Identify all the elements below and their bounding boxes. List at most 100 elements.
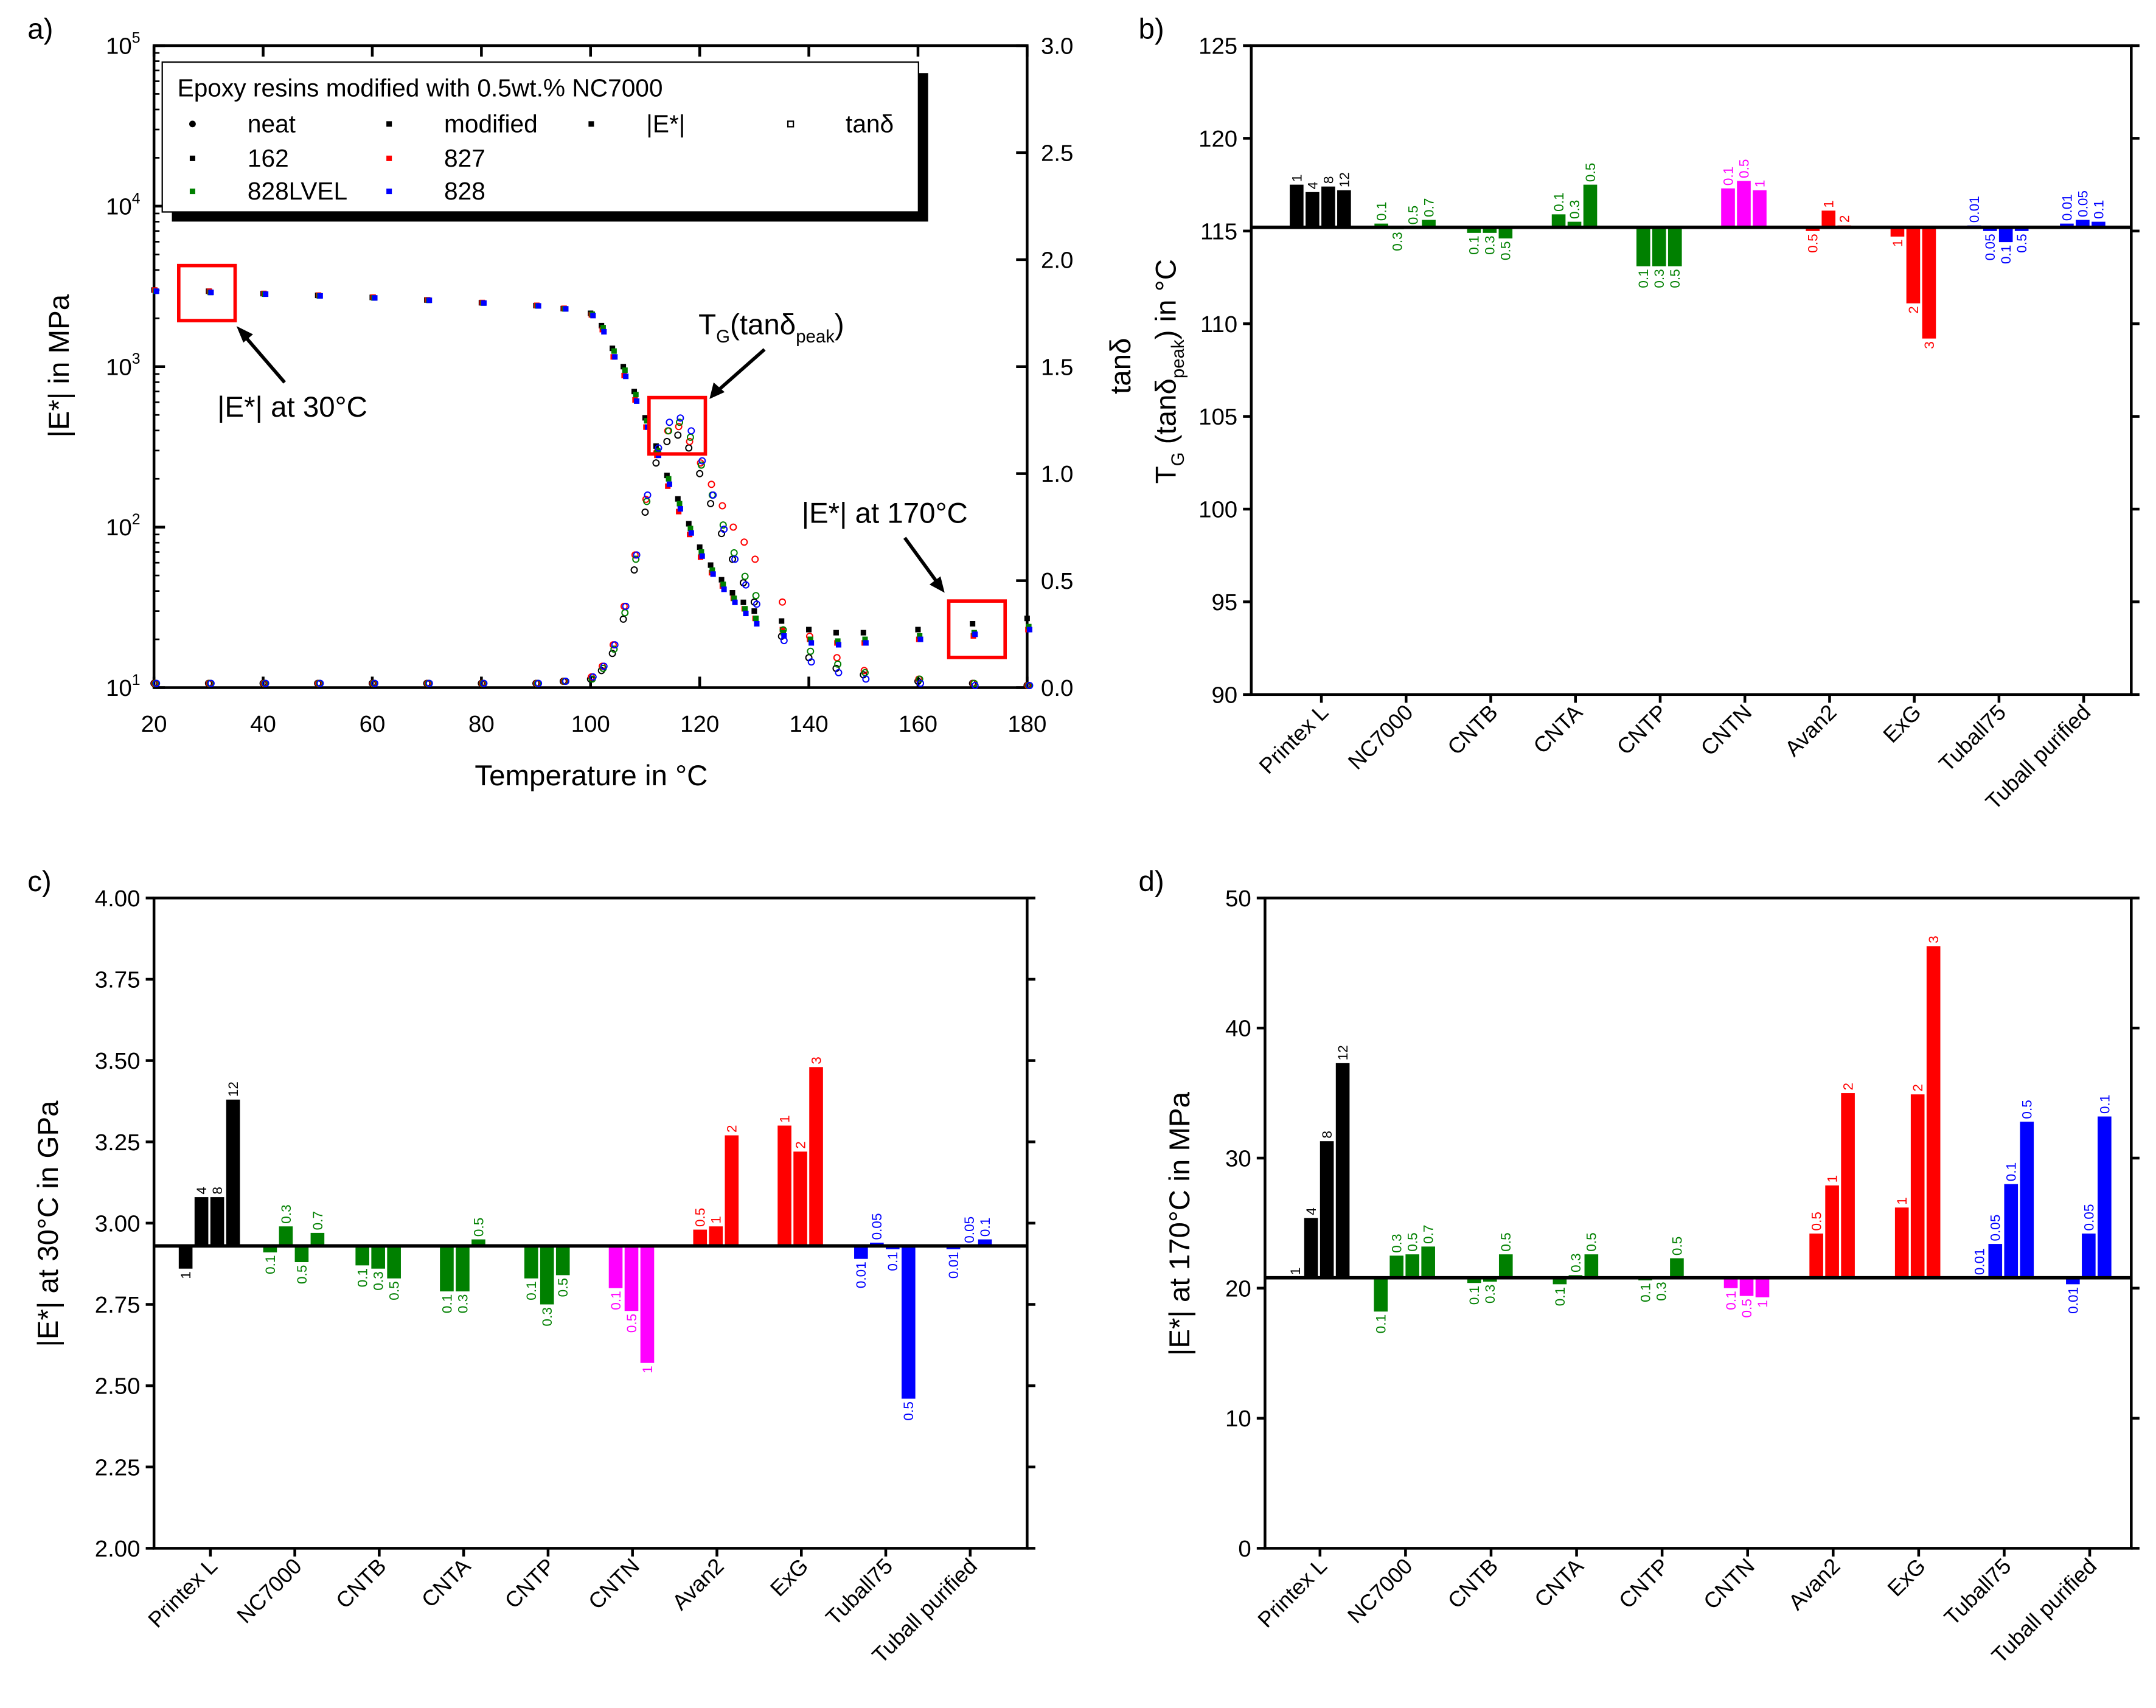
bar-printex-l — [1321, 186, 1335, 227]
bar-label: 2 — [1906, 306, 1921, 314]
bar-label: 2 — [1837, 215, 1852, 223]
bar-label: 0.5 — [1584, 1232, 1599, 1251]
bar-label: 0.5 — [555, 1278, 571, 1297]
tan-delta-point-828LVEL — [686, 433, 694, 441]
tan-delta-point-828LVEL — [697, 461, 705, 469]
tan-delta-point-828LVEL — [807, 647, 815, 655]
modulus-point-828LVEL — [666, 476, 672, 482]
arrow-tg — [716, 348, 766, 392]
tan-delta-point-828 — [917, 679, 925, 687]
bar-label: 0.05 — [1988, 1215, 2003, 1241]
category-label: CNTN — [583, 1554, 644, 1614]
bar-nc7000 — [310, 1232, 325, 1246]
y-tick-label: 105 — [106, 29, 141, 59]
bar-label: 0.5 — [1739, 1299, 1754, 1317]
tan-delta-point-828 — [666, 418, 673, 426]
bar-label: 2 — [1910, 1084, 1925, 1092]
category-label: Printex L — [1253, 1554, 1332, 1633]
modulus-point-162 — [779, 618, 785, 624]
category-label: CNTA — [1528, 700, 1587, 759]
modulus-point-828 — [481, 300, 487, 306]
bar-cntb — [1483, 1277, 1497, 1282]
bar-label: 12 — [226, 1081, 241, 1097]
bar-label: 2 — [1841, 1083, 1856, 1091]
c-y-axis-label: |E*| at 30°C in GPa — [32, 1100, 64, 1347]
y-tick-label: 105 — [1198, 404, 1237, 430]
tan-delta-point-828 — [698, 457, 706, 465]
tan-delta-point-828 — [1026, 682, 1034, 689]
bar-cntp — [555, 1246, 570, 1276]
tan-delta-point-828LVEL — [752, 592, 760, 600]
tan-delta-point-828 — [807, 658, 815, 666]
a-x-axis-label: Temperature in °C — [475, 760, 708, 792]
bar-label: 0.1 — [1636, 269, 1651, 288]
bar-cnta — [1584, 1254, 1599, 1278]
bar-exg — [793, 1151, 807, 1246]
bar-cntn — [624, 1246, 639, 1311]
bar-label: 0.1 — [1638, 1283, 1653, 1302]
bar-tuball-purified — [2066, 1277, 2080, 1285]
bar-tuball75 — [2004, 1184, 2019, 1278]
bar-label: 0.5 — [624, 1314, 639, 1333]
tan-delta-point-828 — [742, 581, 749, 589]
x-tick-label: 180 — [1007, 711, 1046, 737]
bar-label: 0.1 — [524, 1281, 539, 1300]
y-tick-label: 3.25 — [95, 1130, 141, 1156]
y2-tick-label: 2.5 — [1041, 140, 1073, 166]
bar-avan2 — [693, 1229, 708, 1246]
modulus-point-162 — [740, 599, 746, 605]
bar-label: 1 — [777, 1115, 792, 1123]
bar-label: 0.7 — [310, 1211, 325, 1230]
bar-exg — [1910, 1094, 1925, 1278]
bar-cnta — [456, 1246, 470, 1292]
tan-delta-point-828 — [622, 602, 630, 610]
tan-delta-point-162 — [652, 459, 660, 467]
bar-avan2 — [1841, 1093, 1855, 1278]
bar-label: 0.7 — [1421, 198, 1436, 217]
bar-label: 0.01 — [2065, 1287, 2081, 1314]
modulus-point-162 — [915, 627, 921, 633]
bar-avan2 — [1809, 1233, 1823, 1278]
tan-delta-point-828LVEL — [730, 549, 738, 557]
bar-printex-l — [210, 1197, 224, 1246]
modulus-point-828 — [699, 553, 705, 559]
bar-avan2 — [725, 1135, 739, 1246]
tan-delta-point-827 — [779, 598, 787, 606]
bar-label: 0.5 — [294, 1265, 310, 1284]
modulus-point-828 — [677, 506, 683, 512]
y2-tick-label: 2.0 — [1041, 247, 1073, 273]
bar-cntn — [1755, 1277, 1770, 1297]
category-label: ExG — [1878, 700, 1926, 748]
y-tick-label: 40 — [1225, 1016, 1251, 1042]
legend-marker-icon — [189, 120, 196, 128]
bar-label: 0.5 — [1809, 1212, 1824, 1231]
modulus-point-162 — [970, 620, 976, 627]
category-label: Printex L — [1254, 700, 1333, 779]
bar-label: 0.1 — [1553, 1287, 1568, 1306]
y-tick-label: 10 — [1225, 1406, 1251, 1432]
bar-label: 0.1 — [1374, 202, 1389, 221]
bar-label: 0.5 — [1669, 1237, 1685, 1255]
bar-tuball-purified — [2098, 1116, 2112, 1278]
bar-cntn — [1753, 190, 1767, 227]
bar-label: 0.3 — [371, 1271, 386, 1290]
tan-delta-point-162 — [663, 437, 671, 445]
tan-delta-point-827 — [708, 481, 715, 488]
bar-label: 3 — [1926, 936, 1941, 943]
modulus-point-162 — [642, 415, 648, 421]
bar-nc7000 — [279, 1226, 293, 1246]
bar-label: 0.5 — [1583, 163, 1598, 182]
category-label: CNTB — [1443, 1554, 1503, 1614]
x-tick-label: 40 — [250, 711, 276, 737]
tan-delta-point-828 — [780, 637, 788, 645]
legend-entry-label: 162 — [248, 144, 289, 172]
tan-delta-point-828LVEL — [779, 626, 787, 634]
tan-delta-point-162 — [696, 470, 704, 477]
arrow-head-icon — [929, 576, 945, 593]
tan-delta-point-828 — [709, 491, 717, 499]
a-legend: Epoxy resins modified with 0.5wt.% NC700… — [161, 61, 928, 222]
tan-delta-point-828LVEL — [719, 521, 727, 529]
modulus-point-828 — [809, 640, 815, 646]
bar-label: 0.1 — [1467, 235, 1482, 254]
